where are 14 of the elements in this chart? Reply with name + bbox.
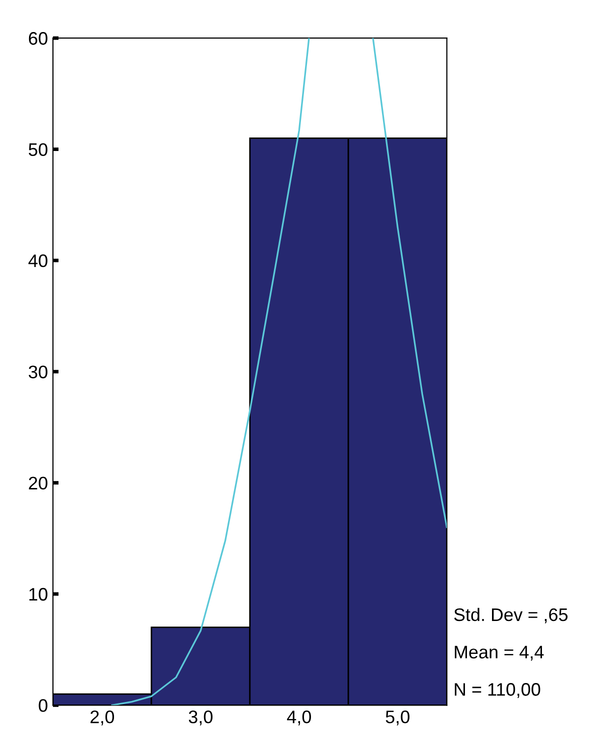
y-tick-label: 10 xyxy=(29,588,48,601)
x-tick-label: 4,0 xyxy=(287,710,311,726)
x-tick-label: 5,0 xyxy=(386,710,410,726)
x-tick-label: 3,0 xyxy=(188,710,213,726)
y-tick-label: 60 xyxy=(28,32,48,45)
y-tick-label: 50 xyxy=(28,143,48,156)
y-tick-label: 30 xyxy=(28,366,48,378)
text: Std. Dev = ,65 xyxy=(454,608,568,624)
y-tick-label: 40 xyxy=(28,254,48,268)
x-tick-label: 2,0 xyxy=(90,710,114,726)
y-tick-label: 0 xyxy=(38,699,48,712)
text: N = 110,00 xyxy=(454,683,540,698)
text: Mean = 4,4 xyxy=(454,646,544,661)
y-tick-label: 20 xyxy=(28,476,48,490)
